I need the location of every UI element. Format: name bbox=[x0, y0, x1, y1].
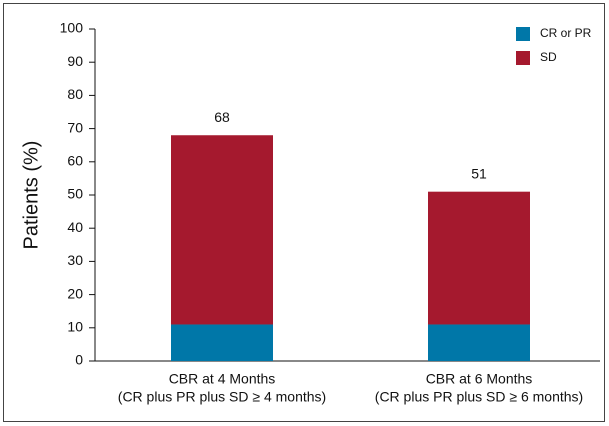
y-tick-label: 10 bbox=[67, 319, 83, 335]
y-tick-label: 60 bbox=[67, 153, 83, 169]
total-label: 51 bbox=[471, 165, 487, 181]
x-tick-sublabel: (CR plus PR plus SD ≥ 6 months) bbox=[375, 389, 583, 405]
frame bbox=[3, 3, 605, 422]
x-tick-label: CBR at 6 Months bbox=[426, 371, 533, 387]
bar-segment bbox=[171, 135, 273, 325]
legend-label: CR or PR bbox=[540, 26, 592, 40]
bar-segment bbox=[428, 191, 530, 325]
y-tick-label: 20 bbox=[67, 285, 83, 301]
y-tick-label: 30 bbox=[67, 252, 83, 268]
y-tick-label: 80 bbox=[67, 86, 83, 102]
y-tick-label: 0 bbox=[75, 352, 83, 368]
legend-label: SD bbox=[540, 50, 557, 64]
y-axis-label: Patients (%) bbox=[20, 141, 42, 250]
legend-swatch bbox=[516, 27, 530, 41]
total-label: 68 bbox=[214, 109, 230, 125]
bar-segment bbox=[428, 324, 530, 361]
bar-segment bbox=[171, 324, 273, 361]
legend-swatch bbox=[516, 51, 530, 65]
y-tick-label: 50 bbox=[67, 186, 83, 202]
y-tick-label: 70 bbox=[67, 119, 83, 135]
x-tick-label: CBR at 4 Months bbox=[169, 371, 276, 387]
y-tick-label: 40 bbox=[67, 219, 83, 235]
x-tick-sublabel: (CR plus PR plus SD ≥ 4 months) bbox=[118, 389, 326, 405]
y-tick-label: 100 bbox=[60, 20, 84, 36]
y-tick-label: 90 bbox=[67, 53, 83, 69]
